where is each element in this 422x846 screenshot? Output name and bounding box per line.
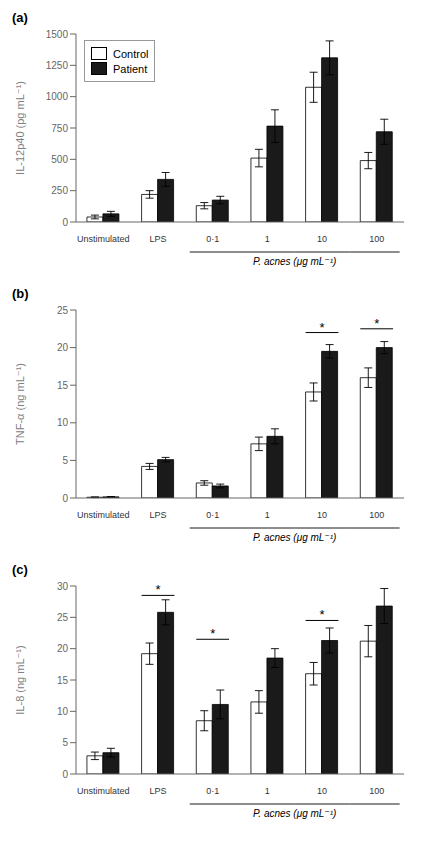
- svg-text:10: 10: [317, 510, 327, 520]
- svg-text:1500: 1500: [46, 29, 69, 40]
- svg-text:*: *: [319, 320, 324, 335]
- svg-text:0: 0: [62, 493, 68, 504]
- html-text:Control: Control: [113, 47, 149, 60]
- html-text:Patient: Patient: [113, 62, 148, 75]
- svg-text:5: 5: [62, 737, 68, 748]
- svg-text:25: 25: [57, 612, 69, 623]
- svg-text:P. acnes (μg mL⁻¹): P. acnes (μg mL⁻¹): [253, 808, 336, 819]
- svg-text:20: 20: [57, 643, 69, 654]
- svg-text:TNF-α (ng mL⁻¹): TNF-α (ng mL⁻¹): [14, 363, 26, 445]
- svg-text:*: *: [374, 316, 379, 331]
- svg-text:Unstimulated: Unstimulated: [77, 234, 130, 244]
- svg-text:LPS: LPS: [149, 786, 166, 796]
- svg-text:5: 5: [62, 455, 68, 466]
- svg-text:15: 15: [57, 380, 69, 391]
- svg-text:0·1: 0·1: [206, 510, 219, 520]
- svg-text:100: 100: [369, 786, 384, 796]
- svg-text:1: 1: [265, 786, 270, 796]
- svg-text:100: 100: [369, 234, 384, 244]
- svg-text:*: *: [210, 626, 215, 641]
- svg-text:100: 100: [369, 510, 384, 520]
- svg-text:IL-8 (ng mL⁻¹): IL-8 (ng mL⁻¹): [14, 645, 26, 714]
- svg-text:P. acnes (μg mL⁻¹): P. acnes (μg mL⁻¹): [253, 256, 336, 267]
- svg-text:0: 0: [62, 217, 68, 228]
- svg-text:0·1: 0·1: [206, 234, 219, 244]
- svg-text:10: 10: [317, 786, 327, 796]
- svg-text:Unstimulated: Unstimulated: [77, 786, 130, 796]
- svg-text:10: 10: [317, 234, 327, 244]
- svg-text:750: 750: [51, 123, 68, 134]
- svg-text:P. acnes (μg mL⁻¹): P. acnes (μg mL⁻¹): [253, 532, 336, 543]
- svg-text:15: 15: [57, 675, 69, 686]
- svg-text:LPS: LPS: [149, 510, 166, 520]
- html-text:(c): (c): [12, 562, 28, 577]
- svg-text:250: 250: [51, 185, 68, 196]
- svg-text:*: *: [319, 607, 324, 622]
- svg-text:20: 20: [57, 342, 69, 353]
- svg-text:10: 10: [57, 417, 69, 428]
- svg-text:1250: 1250: [46, 60, 69, 71]
- svg-text:LPS: LPS: [149, 234, 166, 244]
- svg-text:Unstimulated: Unstimulated: [77, 510, 130, 520]
- svg-text:10: 10: [57, 706, 69, 717]
- svg-text:30: 30: [57, 581, 69, 592]
- svg-text:1: 1: [265, 234, 270, 244]
- html-text:(b): (b): [12, 286, 29, 301]
- svg-text:0·1: 0·1: [206, 786, 219, 796]
- svg-text:1: 1: [265, 510, 270, 520]
- svg-text:1000: 1000: [46, 91, 69, 102]
- svg-text:0: 0: [62, 769, 68, 780]
- svg-text:500: 500: [51, 154, 68, 165]
- svg-text:25: 25: [57, 305, 69, 316]
- html-text:(a): (a): [12, 10, 28, 25]
- svg-text:IL-12p40 (pg mL⁻¹): IL-12p40 (pg mL⁻¹): [14, 81, 26, 175]
- svg-text:*: *: [155, 582, 160, 597]
